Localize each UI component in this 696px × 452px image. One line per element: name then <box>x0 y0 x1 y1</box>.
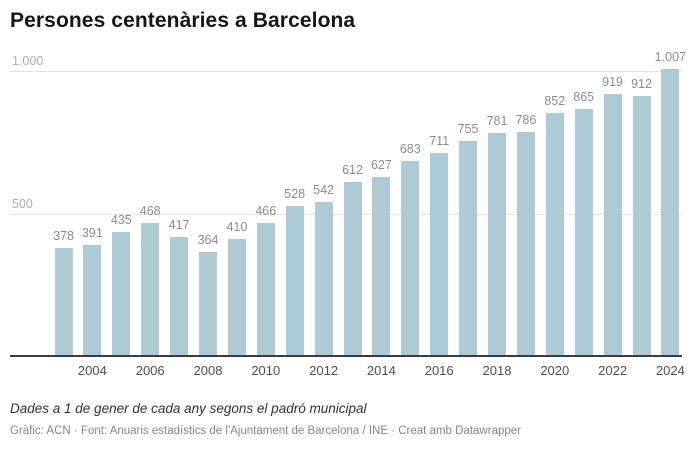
bar-2017 <box>459 140 478 356</box>
bar-2012 <box>314 201 333 356</box>
x-axis-baseline <box>10 355 682 357</box>
bar-2010 <box>256 223 275 356</box>
bar-value-label: 435 <box>110 213 132 228</box>
bar-value-label: 683 <box>399 142 421 157</box>
bar-value-label: 468 <box>139 203 161 218</box>
chart-title: Persones centenàries a Barcelona <box>10 9 356 32</box>
chart-byline: Gràfic: ACN · Font: Anuaris estadístics … <box>10 425 521 437</box>
bar-value-label: 711 <box>429 134 450 149</box>
bar-value-label: 466 <box>255 204 277 219</box>
x-axis-tick-label: 2020 <box>540 363 570 378</box>
gridline-y-1000 <box>10 71 682 72</box>
bar-2009 <box>227 239 246 356</box>
bar-value-label: 781 <box>486 114 508 129</box>
bar-2013 <box>343 181 362 356</box>
bar-value-label: 528 <box>284 186 306 201</box>
bar-value-label: 542 <box>313 182 335 197</box>
bar-value-label: 410 <box>226 220 248 235</box>
x-axis-tick-label: 2012 <box>309 363 339 378</box>
x-axis-tick-label: 2024 <box>655 363 685 378</box>
bar-2005 <box>112 232 131 356</box>
bar-2006 <box>141 222 160 356</box>
x-axis-tick-label: 2014 <box>366 363 396 378</box>
bar-2022 <box>603 94 622 356</box>
bar-value-label: 391 <box>81 225 103 240</box>
x-axis-tick-label: 2004 <box>77 363 107 378</box>
bar-value-label: 852 <box>544 94 566 109</box>
bar-value-label: 865 <box>573 90 595 105</box>
bar-2023 <box>632 96 651 356</box>
bar-2021 <box>574 109 593 356</box>
bar-2008 <box>199 252 217 356</box>
x-axis-tick-label: 2022 <box>598 363 628 378</box>
x-axis-tick-label: 2018 <box>482 363 512 378</box>
bar-2014 <box>372 177 391 356</box>
bar-value-label: 912 <box>631 77 652 92</box>
bar-2020 <box>545 113 564 356</box>
x-axis-tick-label: 2016 <box>424 363 454 378</box>
bar-value-label: 364 <box>197 233 219 248</box>
bar-value-label: 1.007 <box>654 50 687 65</box>
bar-value-label: 919 <box>602 75 624 90</box>
chart-footnote: Dades a 1 de gener de cada any segons el… <box>10 401 367 416</box>
bar-2003 <box>54 248 73 356</box>
bar-value-label: 417 <box>168 218 190 233</box>
bar-value-label: 378 <box>53 229 74 244</box>
bar-2007 <box>170 237 189 356</box>
x-axis-tick-label: 2006 <box>135 363 165 378</box>
bar-value-label: 612 <box>342 162 363 177</box>
y-axis-tick-label: 1.000 <box>12 54 44 68</box>
bar-2016 <box>430 153 449 356</box>
bar-value-label: 627 <box>370 158 392 173</box>
bar-2015 <box>401 161 420 356</box>
bar-value-label: 786 <box>515 112 537 127</box>
bar-2024 <box>661 69 680 356</box>
bar-value-label: 755 <box>457 121 479 136</box>
y-axis-tick-label: 500 <box>12 196 33 211</box>
plot-area: 500 1.000 378 391 435 468 417 364 410 466 528 542 61… <box>0 50 696 386</box>
x-axis-tick-label: 2010 <box>251 363 281 378</box>
bar-2011 <box>285 205 304 356</box>
bar-2004 <box>83 244 102 356</box>
x-axis-tick-label: 2008 <box>193 363 223 378</box>
bar-2019 <box>516 131 535 356</box>
bar-2018 <box>488 133 506 356</box>
